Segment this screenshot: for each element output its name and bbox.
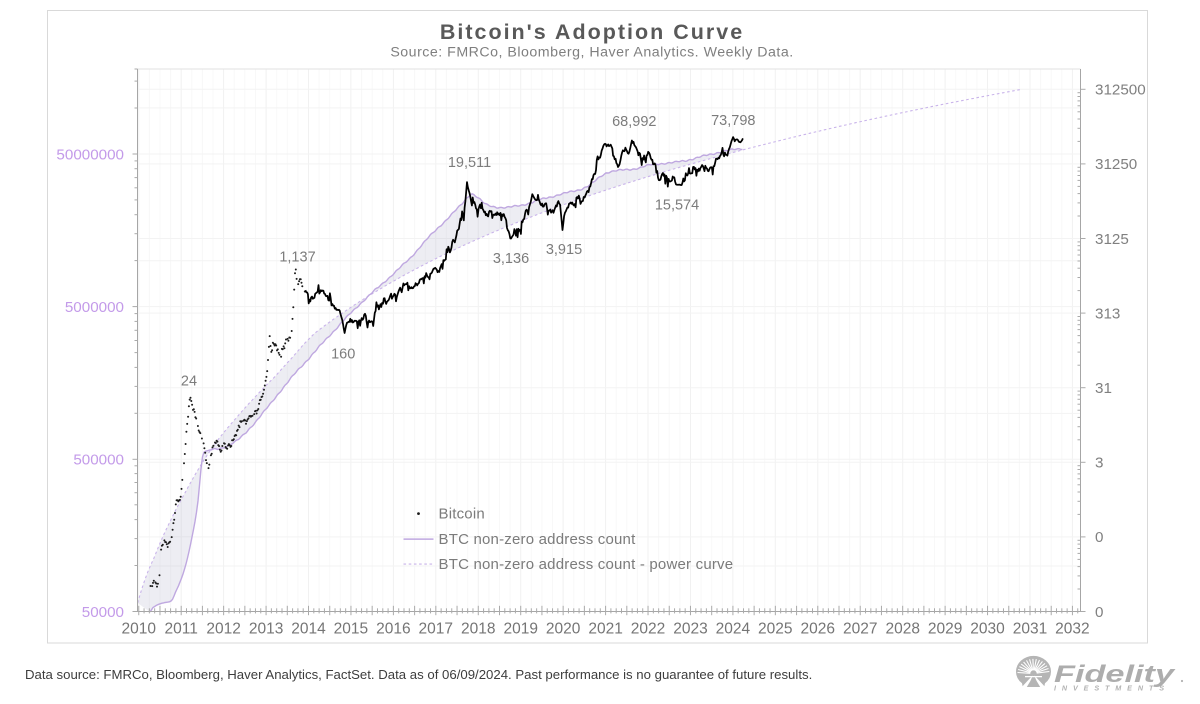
svg-text:2011: 2011 [165, 621, 198, 638]
svg-text:19,511: 19,511 [448, 155, 491, 171]
svg-text:2015: 2015 [334, 621, 368, 638]
svg-text:Data source: FMRCo, Bloomberg,: Data source: FMRCo, Bloomberg, Haver Ana… [25, 667, 812, 682]
svg-text:15,574: 15,574 [655, 198, 699, 214]
svg-text:2012: 2012 [206, 621, 240, 638]
svg-text:2025: 2025 [758, 621, 792, 638]
svg-text:31250: 31250 [1095, 156, 1137, 173]
svg-text:2020: 2020 [546, 621, 581, 638]
svg-text:2030: 2030 [970, 621, 1005, 638]
svg-text:1,137: 1,137 [279, 250, 315, 266]
svg-text:313: 313 [1095, 305, 1120, 322]
svg-text:2029: 2029 [928, 621, 962, 638]
svg-text:73,798: 73,798 [711, 113, 755, 129]
svg-text:50000000: 50000000 [56, 146, 124, 163]
svg-text:50000: 50000 [82, 604, 124, 621]
svg-text:5000000: 5000000 [65, 299, 124, 316]
svg-text:BTC non-zero address count - p: BTC non-zero address count - power curve [439, 556, 734, 573]
svg-text:2013: 2013 [249, 621, 283, 638]
svg-text:2016: 2016 [376, 621, 410, 638]
svg-text:3: 3 [1095, 455, 1103, 472]
svg-text:312500: 312500 [1095, 82, 1146, 99]
svg-text:2026: 2026 [801, 621, 835, 638]
svg-text:2022: 2022 [631, 621, 665, 638]
svg-text:2032: 2032 [1055, 621, 1089, 638]
svg-text:Bitcoin's Adoption Curve: Bitcoin's Adoption Curve [440, 20, 744, 44]
svg-text:2017: 2017 [419, 621, 453, 638]
svg-text:2019: 2019 [503, 621, 537, 638]
svg-text:2031: 2031 [1013, 621, 1047, 638]
svg-text:2024: 2024 [716, 621, 751, 638]
svg-text:2028: 2028 [885, 621, 919, 638]
svg-text:INVESTMENTS: INVESTMENTS [1054, 684, 1169, 693]
svg-text:2021: 2021 [588, 621, 622, 638]
svg-text:31: 31 [1095, 380, 1112, 397]
svg-text:2023: 2023 [673, 621, 707, 638]
svg-text:3125: 3125 [1095, 231, 1129, 248]
svg-text:68,992: 68,992 [612, 114, 656, 130]
svg-text:0: 0 [1095, 529, 1103, 546]
svg-text:2018: 2018 [461, 621, 495, 638]
svg-text:2014: 2014 [291, 621, 326, 638]
svg-text:Source: FMRCo, Bloomberg, Have: Source: FMRCo, Bloomberg, Haver Analytic… [390, 45, 793, 61]
svg-text:2027: 2027 [843, 621, 877, 638]
svg-text:3,915: 3,915 [546, 242, 582, 258]
svg-text:3,136: 3,136 [493, 251, 529, 267]
svg-text:24: 24 [181, 374, 197, 390]
svg-text:500000: 500000 [73, 452, 124, 469]
svg-text:160: 160 [331, 347, 355, 363]
svg-text:BTC non-zero address count: BTC non-zero address count [439, 531, 637, 548]
svg-text:0: 0 [1095, 604, 1103, 621]
svg-text:Fidelity: Fidelity [1054, 661, 1176, 688]
svg-text:Bitcoin: Bitcoin [439, 506, 485, 523]
svg-text:2010: 2010 [122, 621, 157, 638]
